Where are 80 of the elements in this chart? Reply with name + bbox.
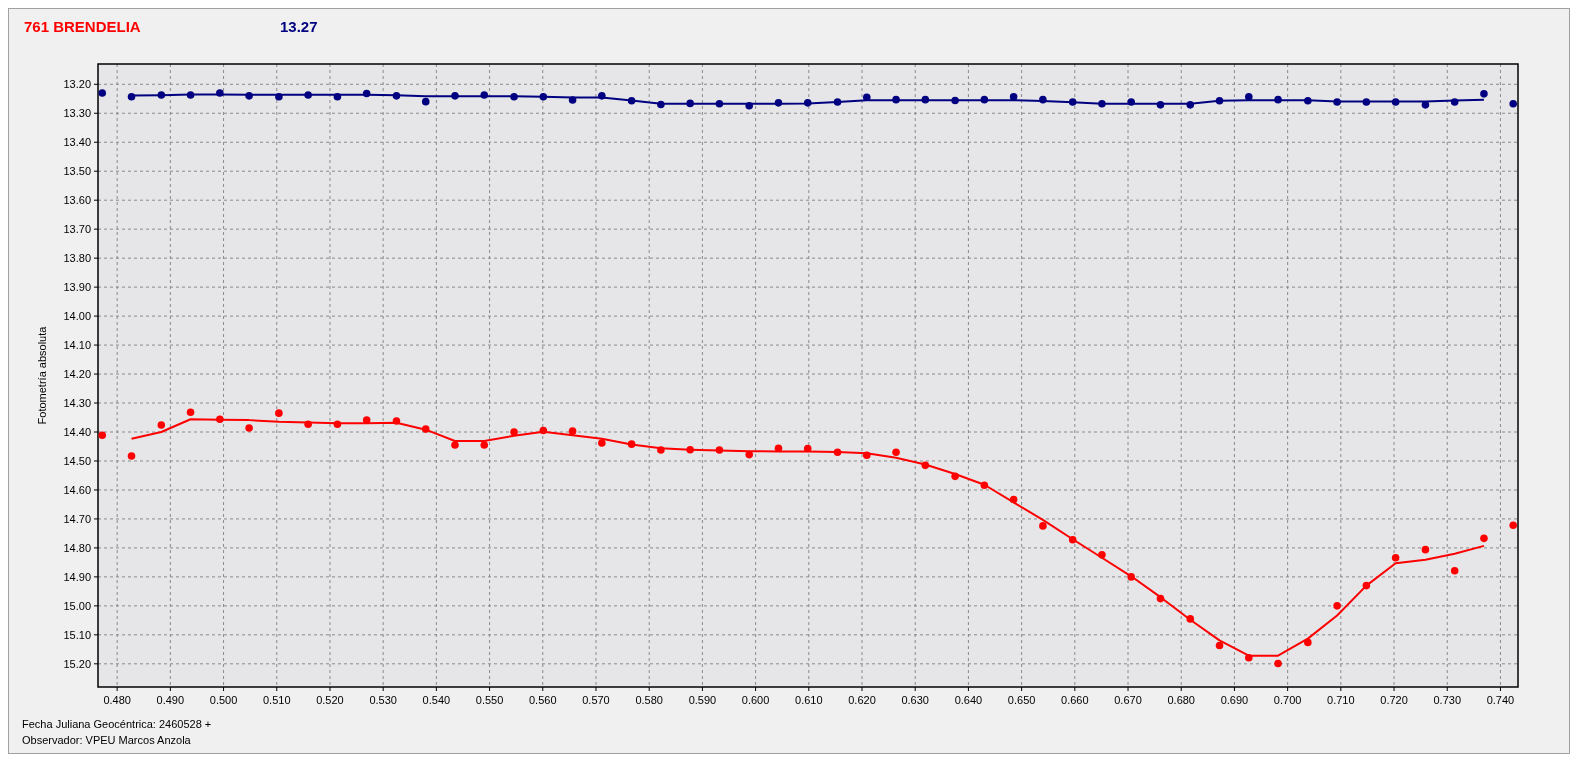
x-tick-label: 0.620: [848, 694, 876, 706]
y-axis-title: Fotometría absoluta: [36, 325, 48, 425]
y-tick-label: 14.30: [63, 397, 91, 410]
x-tick-label: 0.550: [475, 694, 504, 706]
x-tick-label: 0.710: [1327, 694, 1355, 706]
x-tick-label: 0.500: [209, 694, 238, 706]
point: [98, 89, 107, 97]
y-tick-label: 13.90: [63, 281, 91, 294]
x-tick-label: 0.510: [263, 694, 291, 706]
x-tick-label: 0.670: [1114, 694, 1142, 706]
y-tick-label: 14.50: [63, 454, 91, 467]
y-tick-label: 13.70: [63, 223, 91, 236]
x-tick-label: 0.640: [954, 694, 983, 706]
point: [480, 441, 489, 449]
point: [186, 408, 195, 417]
y-tick-label: 13.20: [63, 78, 91, 91]
point: [1333, 602, 1341, 610]
x-tick-label: 0.520: [316, 694, 344, 706]
y-tick-label: 13.50: [63, 165, 91, 178]
x-tick-label: 0.540: [422, 694, 451, 706]
y-tick-label: 13.30: [63, 107, 91, 120]
point: [1480, 534, 1488, 543]
point: [1039, 522, 1047, 530]
y-tick-label: 15.00: [63, 599, 91, 612]
y-tick-label: 14.70: [63, 512, 91, 525]
x-tick-label: 0.530: [369, 694, 397, 706]
x-tick-label: 0.630: [901, 694, 929, 706]
point: [275, 409, 283, 417]
point: [745, 450, 754, 459]
x-tick-label: 0.730: [1433, 694, 1462, 706]
point: [1391, 553, 1400, 562]
point: [157, 421, 166, 429]
x-tick-label: 0.580: [635, 694, 663, 706]
x-tick-label: 0.740: [1486, 694, 1515, 706]
point: [1421, 101, 1430, 109]
point: [1215, 641, 1224, 650]
y-tick-label: 14.00: [63, 310, 91, 323]
point: [1509, 99, 1518, 108]
y-tick-label: 14.40: [63, 426, 91, 438]
x-tick-label: 0.600: [741, 694, 770, 706]
chart-subtitle: 13.27: [280, 18, 318, 35]
x-tick-label: 0.680: [1167, 694, 1195, 706]
point: [1480, 90, 1488, 98]
x-tick-label: 0.690: [1220, 694, 1249, 706]
point: [568, 427, 577, 435]
x-tick-label: 0.700: [1273, 694, 1302, 706]
chart-title: 761 BRENDELIA: [24, 18, 141, 35]
point: [98, 431, 107, 439]
point: [1450, 567, 1459, 575]
point: [245, 424, 253, 432]
x-tick-label: 0.560: [529, 694, 557, 706]
x-tick-label: 0.480: [103, 694, 131, 706]
y-tick-label: 13.60: [63, 194, 91, 207]
point: [451, 441, 459, 449]
y-tick-label: 14.20: [63, 368, 91, 381]
y-tick-label: 15.20: [63, 657, 91, 670]
y-tick-label: 15.10: [63, 628, 91, 641]
point: [1274, 659, 1282, 668]
point: [892, 448, 900, 457]
y-tick-label: 14.60: [63, 483, 91, 496]
y-tick-label: 14.90: [63, 570, 91, 583]
x-tick-label: 0.610: [795, 694, 823, 706]
x-tick-label: 0.490: [156, 694, 185, 706]
x-tick-label: 0.570: [582, 694, 610, 706]
y-tick-label: 13.40: [63, 136, 91, 149]
point: [598, 439, 606, 447]
text: Fecha Juliana Geocéntrica: 2460528 +: [22, 718, 212, 730]
y-tick-label: 14.80: [63, 541, 91, 554]
x-tick-label: 0.650: [1007, 694, 1036, 706]
y-tick-label: 13.80: [63, 252, 91, 265]
x-tick-label: 0.590: [688, 694, 717, 706]
x-tick-label: 0.720: [1380, 694, 1408, 706]
text: Observador: VPEU Marcos Anzola: [22, 734, 192, 746]
x-tick-label: 0.660: [1061, 694, 1089, 706]
y-tick-label: 14.10: [63, 339, 91, 352]
point: [1421, 545, 1430, 554]
point: [127, 452, 136, 460]
point: [421, 97, 430, 106]
point: [510, 428, 518, 436]
point: [1509, 521, 1518, 530]
